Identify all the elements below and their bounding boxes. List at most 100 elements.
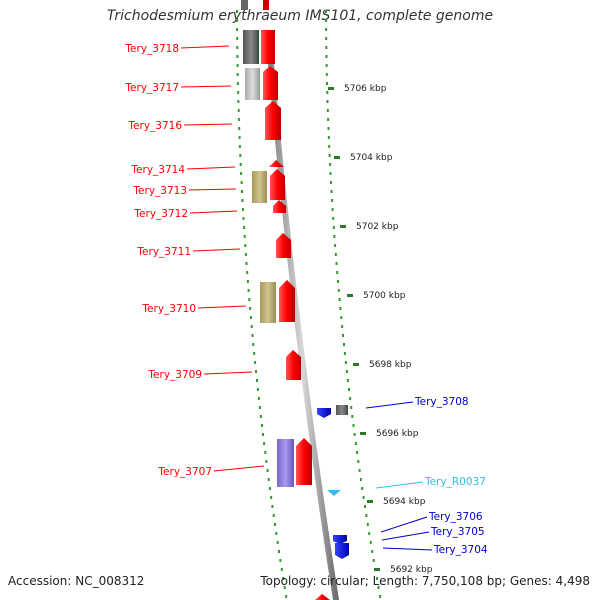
- gene-arrow-3713[interactable]: [270, 169, 285, 200]
- leader-line: [192, 248, 241, 252]
- track-dot: [253, 352, 256, 355]
- leader-line: [189, 210, 238, 214]
- gene-label-Tery_3704[interactable]: Tery_3704: [433, 544, 488, 556]
- gene-block-3717-a[interactable]: [245, 68, 260, 100]
- track-dot: [368, 532, 371, 535]
- track-dot: [279, 559, 282, 562]
- gene-arrow-3707[interactable]: [296, 438, 312, 485]
- track-dot: [283, 586, 286, 589]
- track-dot: [259, 415, 262, 418]
- gene-arrow-3710[interactable]: [279, 280, 295, 322]
- track-dot: [340, 316, 343, 319]
- track-dot: [325, 19, 328, 22]
- track-dot: [245, 262, 248, 265]
- gene-block-3707-a[interactable]: [277, 439, 294, 487]
- scale-tick: [353, 363, 359, 366]
- gene-label-Tery_3713[interactable]: Tery_3713: [132, 185, 187, 197]
- gene-label-Tery_3712[interactable]: Tery_3712: [133, 208, 188, 220]
- track-dot: [236, 73, 239, 76]
- track-dot: [328, 154, 331, 157]
- track-dot: [236, 37, 239, 40]
- track-dot: [241, 190, 243, 193]
- gene-block-3713-a[interactable]: [252, 171, 267, 203]
- track-dot: [241, 199, 244, 202]
- gene-label-Tery_3711[interactable]: Tery_3711: [136, 246, 191, 258]
- gene-arrow-3711[interactable]: [276, 233, 291, 258]
- track-dot: [236, 10, 238, 13]
- track-dot: [339, 307, 342, 310]
- track-dot: [265, 460, 268, 463]
- gene-block-3718-a[interactable]: [243, 30, 259, 64]
- gene-block-3718-b[interactable]: [261, 30, 275, 64]
- gene-label-Tery_3716[interactable]: Tery_3716: [127, 120, 182, 132]
- gene-label-Tery_R0037[interactable]: Tery_R0037: [424, 476, 486, 488]
- gene-label-Tery_3717[interactable]: Tery_3717: [124, 82, 179, 94]
- track-dot: [256, 388, 259, 391]
- track-dot: [272, 514, 275, 517]
- track-dot: [239, 154, 242, 157]
- track-dot: [346, 379, 349, 382]
- track-dot: [343, 343, 345, 346]
- track-dot: [261, 424, 263, 427]
- track-dot: [238, 127, 241, 130]
- gene-block-3710-a[interactable]: [260, 282, 276, 323]
- track-dot: [250, 325, 253, 328]
- gene-label-Tery_3718[interactable]: Tery_3718: [124, 43, 179, 55]
- gene-block-3708-b[interactable]: [336, 405, 348, 415]
- track-dot: [325, 55, 328, 58]
- accession-label: Accession: NC_008312: [8, 574, 145, 588]
- leader-line: [365, 401, 414, 409]
- track-dot: [239, 163, 242, 166]
- gene-arrow-3708[interactable]: [317, 408, 331, 418]
- leader-line: [381, 531, 430, 541]
- leader-line: [213, 465, 265, 472]
- track-dot: [337, 280, 339, 283]
- track-dot: [252, 343, 255, 346]
- track-dot: [329, 172, 332, 175]
- track-dot: [332, 217, 335, 220]
- track-dot: [356, 451, 359, 454]
- gene-arrow-3712[interactable]: [273, 200, 286, 213]
- track-dot: [242, 217, 245, 220]
- track-dot: [330, 190, 333, 193]
- gene-arrow-3717[interactable]: [263, 66, 278, 100]
- track-dot: [343, 352, 346, 355]
- gene-label-Tery_3705[interactable]: Tery_3705: [430, 526, 485, 538]
- track-dot: [262, 433, 264, 436]
- track-dot: [280, 568, 283, 571]
- track-dot: [341, 325, 344, 328]
- topology-label: Topology: circular; Length: 7,750,108 bp…: [260, 574, 590, 588]
- track-dot: [274, 523, 276, 526]
- gene-label-Tery_3707[interactable]: Tery_3707: [157, 466, 212, 478]
- gene-label-Tery_3714[interactable]: Tery_3714: [130, 164, 185, 176]
- gene-trna-R0037[interactable]: [327, 490, 341, 496]
- scale-label: 5694 kbp: [383, 497, 426, 507]
- scale-label: 5696 kbp: [376, 429, 419, 439]
- track-dot: [264, 451, 267, 454]
- track-dot: [364, 505, 366, 508]
- scale-label: 5704 kbp: [350, 153, 393, 163]
- track-dot: [246, 271, 249, 274]
- gene-label-Tery_3706[interactable]: Tery_3706: [428, 511, 483, 523]
- track-dot: [334, 244, 337, 247]
- gene-arrow-3706[interactable]: [333, 535, 347, 544]
- leader-line: [375, 481, 424, 489]
- gene-arrow-3716[interactable]: [265, 101, 281, 140]
- gene-label-Tery_3708[interactable]: Tery_3708: [414, 396, 469, 408]
- leader-line: [203, 371, 253, 375]
- gene-arrow-bottom[interactable]: [315, 594, 330, 600]
- track-dot: [244, 244, 247, 247]
- gene-arrow-3709[interactable]: [286, 350, 301, 380]
- track-dot: [247, 289, 250, 292]
- gene-label-Tery_3710[interactable]: Tery_3710: [141, 303, 196, 315]
- gene-label-Tery_3709[interactable]: Tery_3709: [147, 369, 202, 381]
- track-dot: [255, 370, 257, 373]
- gene-arrow-3704[interactable]: [335, 548, 349, 559]
- track-dot: [371, 550, 374, 553]
- gene-arrow-3714[interactable]: [269, 160, 284, 167]
- track-dot: [345, 370, 348, 373]
- track-dot: [329, 163, 332, 166]
- track-dot: [352, 424, 355, 427]
- track-dot: [266, 469, 269, 472]
